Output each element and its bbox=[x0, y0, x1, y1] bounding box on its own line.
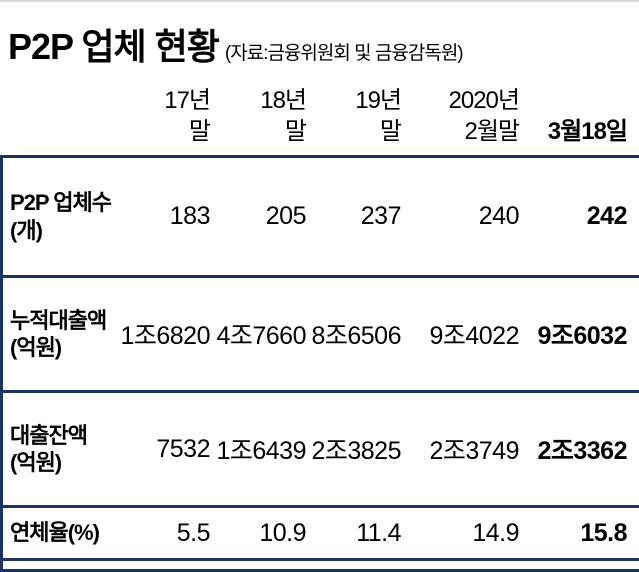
value-cell: 1조6439 bbox=[216, 437, 306, 465]
row-label-line1: P2P 업체수 bbox=[10, 190, 112, 215]
header-area: P2P 업체 현황 (자료:금융위원회 및 금융감독원) 17년 말 18년 말 … bbox=[0, 2, 639, 155]
value-cell-latest: 15.8 bbox=[580, 518, 627, 547]
col-header-line2: 말 bbox=[379, 117, 402, 145]
col-header-line2: 3월18일 bbox=[547, 117, 628, 145]
chart-title-block: P2P 업체 현황 (자료:금융위원회 및 금융감독원) bbox=[0, 2, 639, 70]
col-header-17: 17년 말 bbox=[121, 85, 215, 155]
table-body: P2P 업체수 (개) 183 205 237 240 242 누적대출액 (억… bbox=[0, 155, 639, 572]
row-label-line2: (억원) bbox=[10, 335, 62, 360]
value-cell-latest: 2조3362 bbox=[537, 437, 627, 465]
value-cell: 10.9 bbox=[259, 518, 306, 547]
table-row-cumulative-loans: 누적대출액 (억원) 1조6820 4조7660 8조6506 9조4022 9… bbox=[3, 275, 639, 390]
value-cell: 4조7660 bbox=[216, 322, 306, 350]
value-cell: 14.9 bbox=[472, 518, 519, 547]
value-cell: 5.5 bbox=[176, 518, 211, 547]
col-header-18: 18년 말 bbox=[215, 85, 311, 155]
value-cell-latest: 9조6032 bbox=[537, 322, 627, 350]
value-cell: 2조3825 bbox=[311, 437, 401, 465]
col-header-mar18: 3월18일 bbox=[524, 85, 639, 155]
value-cell: 9조4022 bbox=[429, 322, 519, 350]
source-note: (자료:금융위원회 및 금융감독원) bbox=[224, 43, 464, 64]
value-cell: 8조6506 bbox=[311, 322, 401, 350]
value-cell: 11.4 bbox=[356, 518, 401, 547]
col-header-line2: 말 bbox=[284, 117, 307, 145]
table-row-company-count: P2P 업체수 (개) 183 205 237 240 242 bbox=[3, 155, 639, 275]
value-cell: 7532 bbox=[156, 434, 210, 463]
row-label-line1: 누적대출액 bbox=[10, 307, 107, 333]
row-label-line1: 연체율(%) bbox=[10, 520, 100, 546]
row-label: 누적대출액 (억원) bbox=[3, 278, 121, 390]
col-header-2020-feb: 2020년 2월말 bbox=[406, 85, 524, 155]
value-cell-latest: 242 bbox=[586, 202, 628, 230]
table-row-delinquency-rate: 연체율(%) 5.5 10.9 11.4 14.9 15.8 bbox=[3, 505, 639, 558]
value-cell: 2조3749 bbox=[429, 437, 519, 465]
col-header-line1: 2020년 bbox=[448, 86, 520, 114]
col-header-line1: 18년 bbox=[260, 86, 307, 114]
row-label: P2P 업체수 (개) bbox=[3, 158, 121, 275]
table-bottom-double-rule bbox=[3, 558, 639, 572]
page-title: P2P 업체 현황 bbox=[8, 26, 220, 67]
col-header-line2: 말 bbox=[188, 117, 211, 145]
table-header-row: 17년 말 18년 말 19년 말 2020년 2월말 3월18일 bbox=[0, 85, 639, 155]
col-header-line1: 19년 bbox=[355, 86, 402, 114]
col-header-line1: 17년 bbox=[164, 86, 211, 114]
col-header-line2: 2월말 bbox=[464, 117, 520, 145]
row-label-line2: (개) bbox=[10, 217, 43, 243]
value-cell: 205 bbox=[265, 202, 307, 230]
value-cell: 183 bbox=[169, 202, 211, 230]
table-row-loan-balance: 대출잔액 (억원) 7532 1조6439 2조3825 2조3749 2조33… bbox=[3, 390, 639, 505]
row-label-line1: 대출잔액 bbox=[10, 422, 88, 448]
header-spacer bbox=[3, 85, 121, 155]
value-cell: 240 bbox=[478, 202, 520, 230]
value-cell: 237 bbox=[360, 202, 402, 230]
row-label-line2: (억원) bbox=[10, 450, 62, 475]
col-header-19: 19년 말 bbox=[311, 85, 406, 155]
row-label: 대출잔액 (억원) bbox=[3, 393, 121, 505]
row-label: 연체율(%) bbox=[3, 508, 121, 558]
value-cell: 1조6820 bbox=[120, 322, 210, 350]
